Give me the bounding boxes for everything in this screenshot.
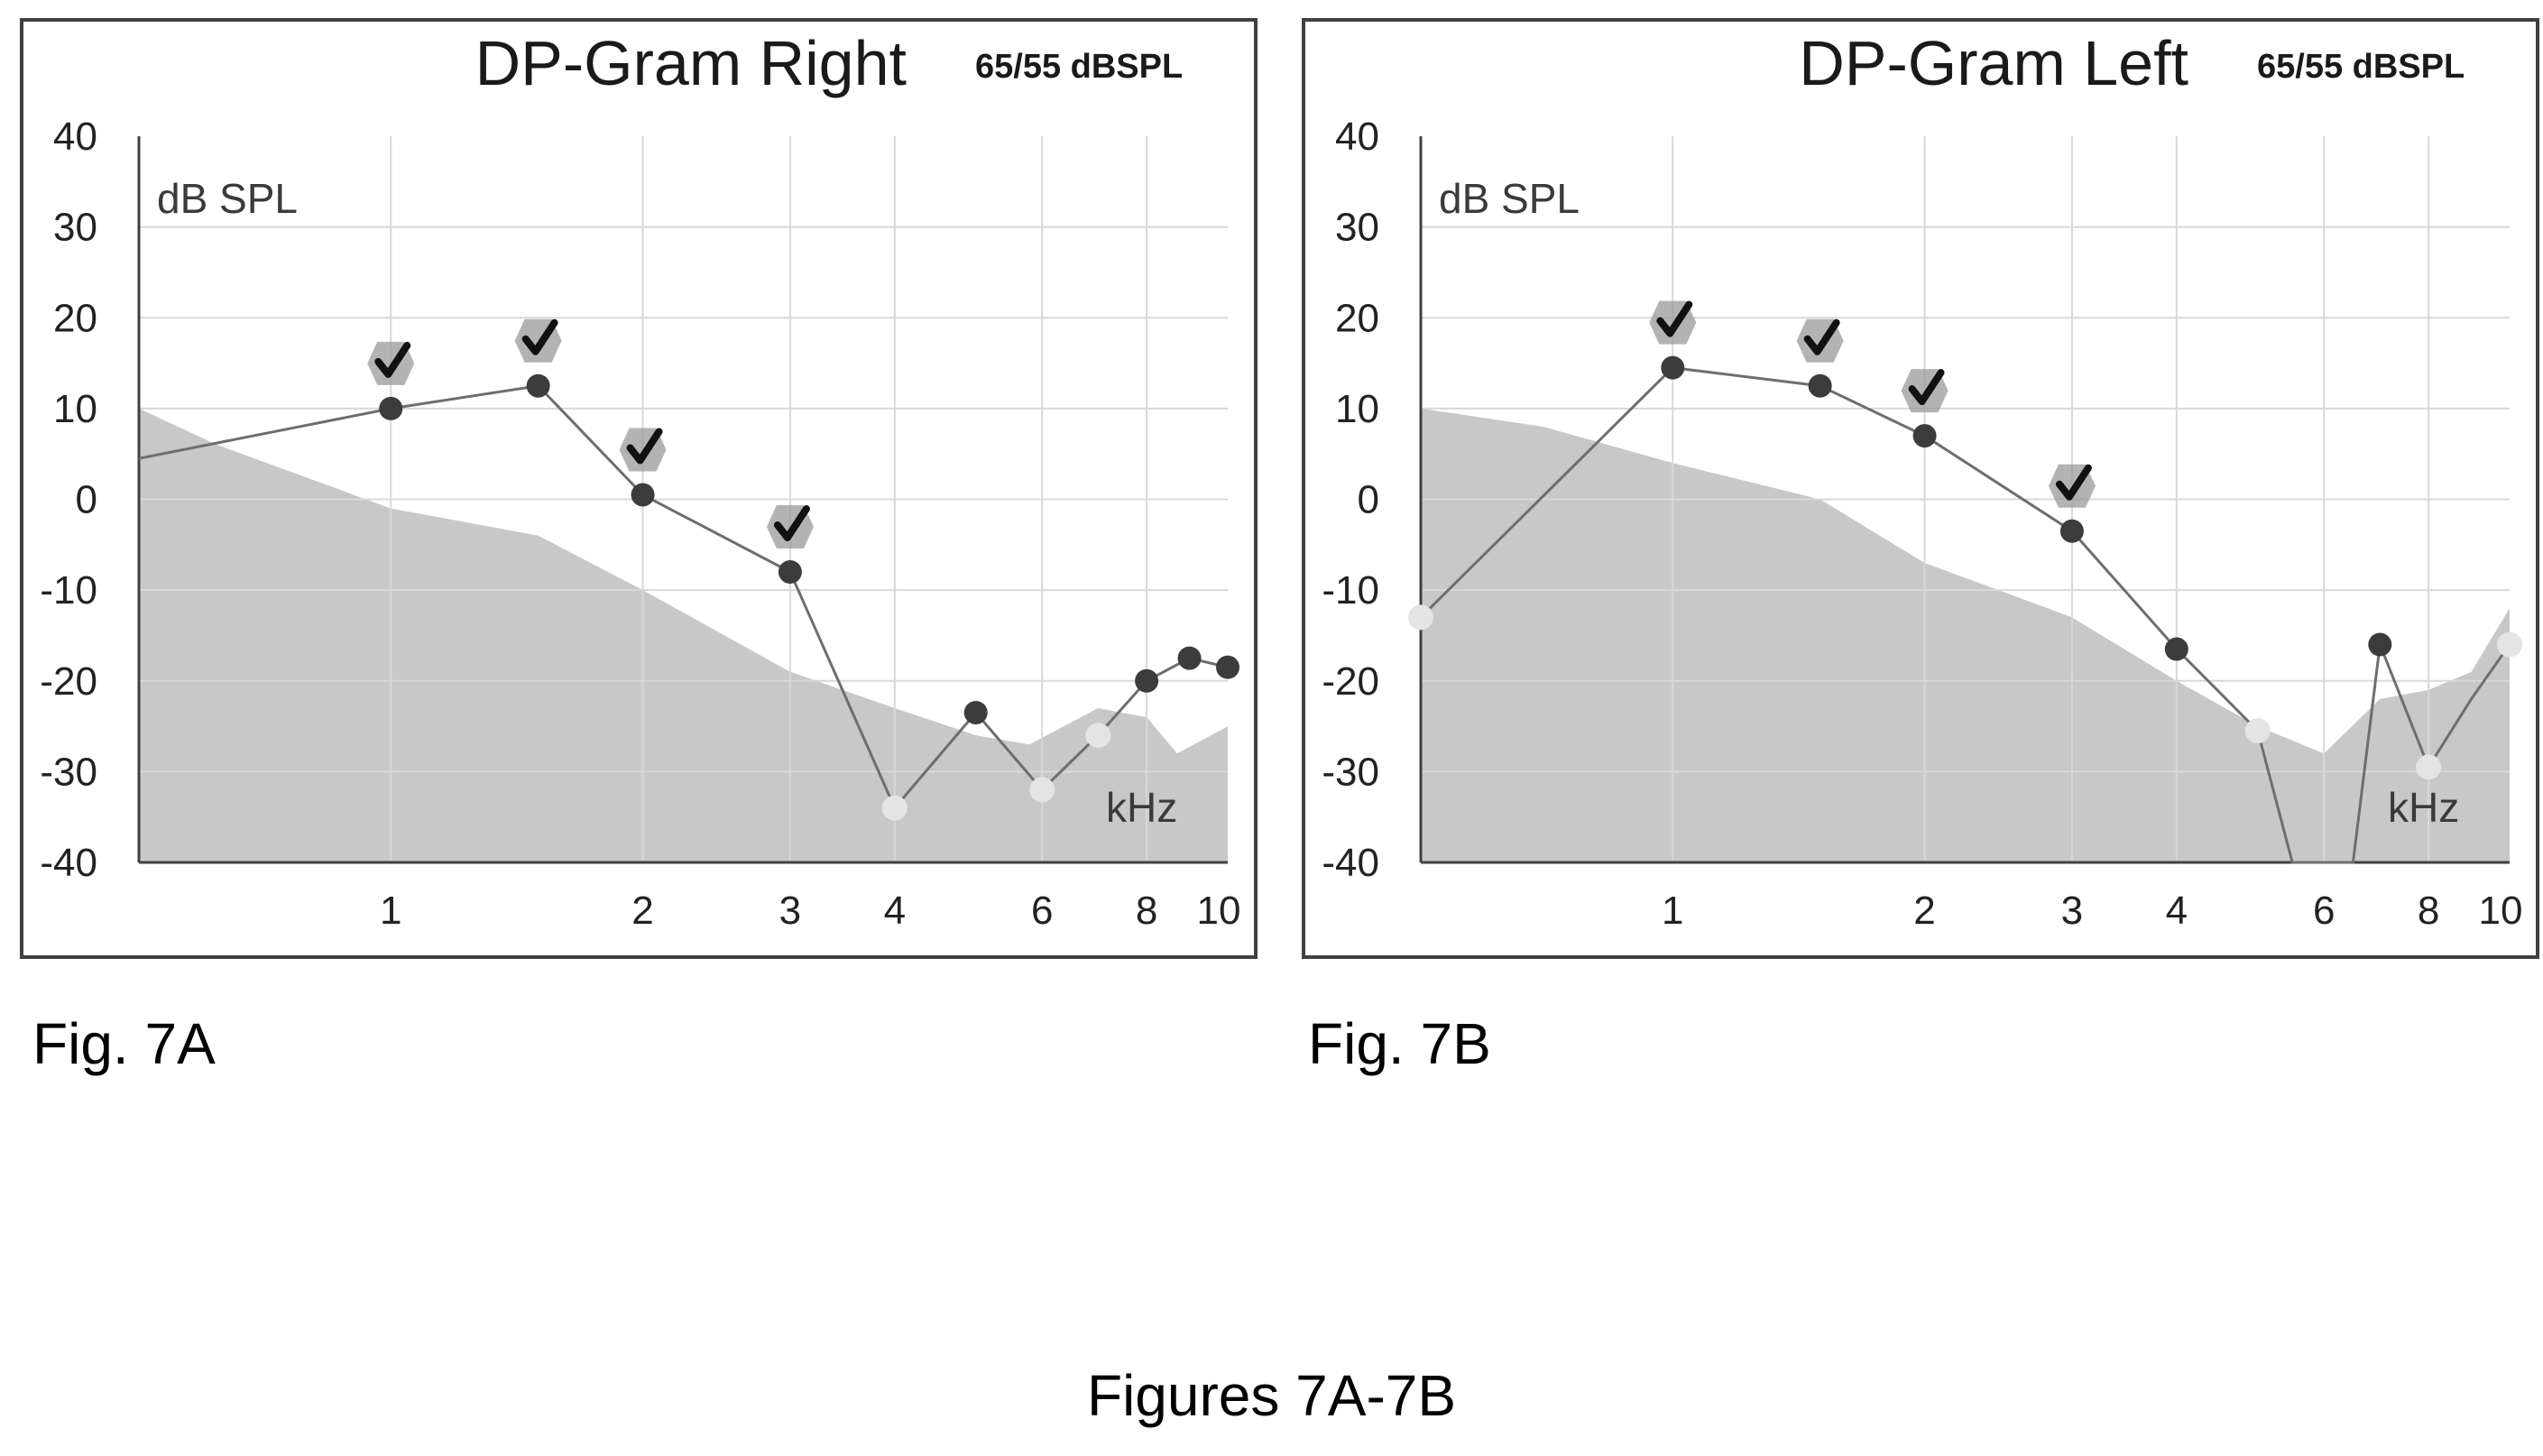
data-point [1216, 655, 1239, 679]
chart-title: DP-Gram Right [475, 28, 907, 98]
noise-floor-area [139, 408, 1228, 862]
y-tick-label: -40 [40, 841, 97, 885]
y-tick-label: 40 [53, 115, 97, 159]
data-point [2164, 637, 2188, 661]
x-tick-label: 3 [2061, 889, 2083, 933]
y-tick-label: 0 [76, 478, 97, 522]
x-tick-label: 10 [2479, 889, 2523, 933]
check-mark [1656, 300, 1693, 337]
data-point-absent [2497, 631, 2522, 658]
y-tick-label: 20 [1335, 296, 1379, 340]
figure-label-7a: Fig. 7A [32, 1011, 216, 1076]
data-point [963, 700, 988, 724]
check-mark [1803, 318, 1840, 355]
x-tick-label: 3 [779, 889, 801, 933]
x-axis-label: kHz [2388, 784, 2459, 831]
check-mark [2055, 464, 2092, 501]
x-tick-label: 2 [1913, 889, 1935, 933]
x-tick-label: 1 [1662, 889, 1683, 933]
check-mark [521, 318, 558, 355]
dp-gram-right-chart: 40 30 20 10 0 -10 -20 -30 -40 1 2 3 4 6 8 10 DP-Gram Rig… [40, 28, 1241, 933]
data-point-absent [2244, 718, 2271, 744]
x-tick-label: 4 [2166, 889, 2188, 933]
y-tick-label: -30 [40, 750, 97, 794]
x-tick-label: 6 [2313, 889, 2335, 933]
data-point [2059, 519, 2084, 543]
data-point [1661, 355, 1685, 380]
data-point-absent [1029, 777, 1055, 803]
check-mark [773, 505, 810, 541]
check-icon [514, 318, 562, 363]
y-axis-label: dB SPL [157, 175, 298, 222]
data-point [1135, 668, 1159, 693]
check-icon [2048, 464, 2096, 508]
y-tick-label: 10 [1335, 387, 1379, 431]
dp-gram-left-panel: 40 30 20 10 0 -10 -20 -30 -40 1 2 3 4 6 8 10 DP-Gram Lef… [1302, 18, 2539, 959]
data-point-absent [881, 795, 908, 821]
data-point [1177, 646, 1202, 670]
x-tick-label: 6 [1031, 889, 1053, 933]
x-tick-label: 10 [1197, 889, 1241, 933]
data-point-absent [2416, 754, 2442, 780]
y-tick-label: -30 [1322, 750, 1379, 794]
check-icon [1901, 369, 1949, 413]
data-point-absent [1085, 723, 1111, 749]
y-tick-label: 30 [53, 206, 97, 250]
chart-subtitle: 65/55 dBSPL [2257, 48, 2465, 86]
y-tick-label: -10 [40, 568, 97, 613]
y-tick-label: -10 [1322, 568, 1379, 613]
x-axis-label: kHz [1106, 784, 1177, 831]
data-point-absent [1408, 604, 1433, 631]
check-mark [1908, 369, 1945, 406]
check-mark [626, 428, 663, 465]
check-icon [1649, 300, 1697, 345]
data-point [379, 396, 403, 420]
data-point [1808, 373, 1832, 398]
data-point [778, 560, 802, 584]
y-tick-label: 0 [1358, 478, 1379, 522]
x-tick-label: 4 [884, 889, 906, 933]
y-tick-label: -40 [1322, 841, 1379, 885]
y-tick-label: 20 [53, 296, 97, 340]
data-point [2368, 632, 2392, 657]
dp-gram-right-panel: 40 30 20 10 0 -10 -20 -30 -40 1 2 3 4 6 8 10 DP-Gram Rig… [20, 18, 1258, 959]
y-axis-label: dB SPL [1439, 175, 1580, 222]
check-mark [374, 341, 411, 378]
y-tick-label: -20 [40, 659, 97, 704]
chart-title: DP-Gram Left [1799, 28, 2188, 98]
y-tick-label: 30 [1335, 206, 1379, 250]
check-icon [619, 428, 667, 472]
y-tick-label: 40 [1335, 115, 1379, 159]
dp-gram-left-chart: 40 30 20 10 0 -10 -20 -30 -40 1 2 3 4 6 8 10 DP-Gram Lef… [1322, 28, 2523, 933]
figure-label-7b: Fig. 7B [1308, 1011, 1491, 1076]
x-tick-label: 8 [1136, 889, 1157, 933]
data-point [1912, 424, 1937, 448]
data-point [526, 373, 550, 398]
check-icon [367, 341, 415, 385]
chart-subtitle: 65/55 dBSPL [975, 48, 1183, 86]
figure-caption: Figures 7A-7B [1086, 1363, 1457, 1428]
y-tick-label: 10 [53, 387, 97, 431]
x-tick-label: 8 [2418, 889, 2439, 933]
check-icon [766, 505, 814, 548]
data-point [631, 483, 655, 507]
y-tick-label: -20 [1322, 659, 1379, 704]
x-tick-label: 1 [380, 889, 401, 933]
x-tick-label: 2 [631, 889, 653, 933]
noise-floor-area [1421, 408, 2510, 862]
check-icon [1796, 318, 1844, 363]
